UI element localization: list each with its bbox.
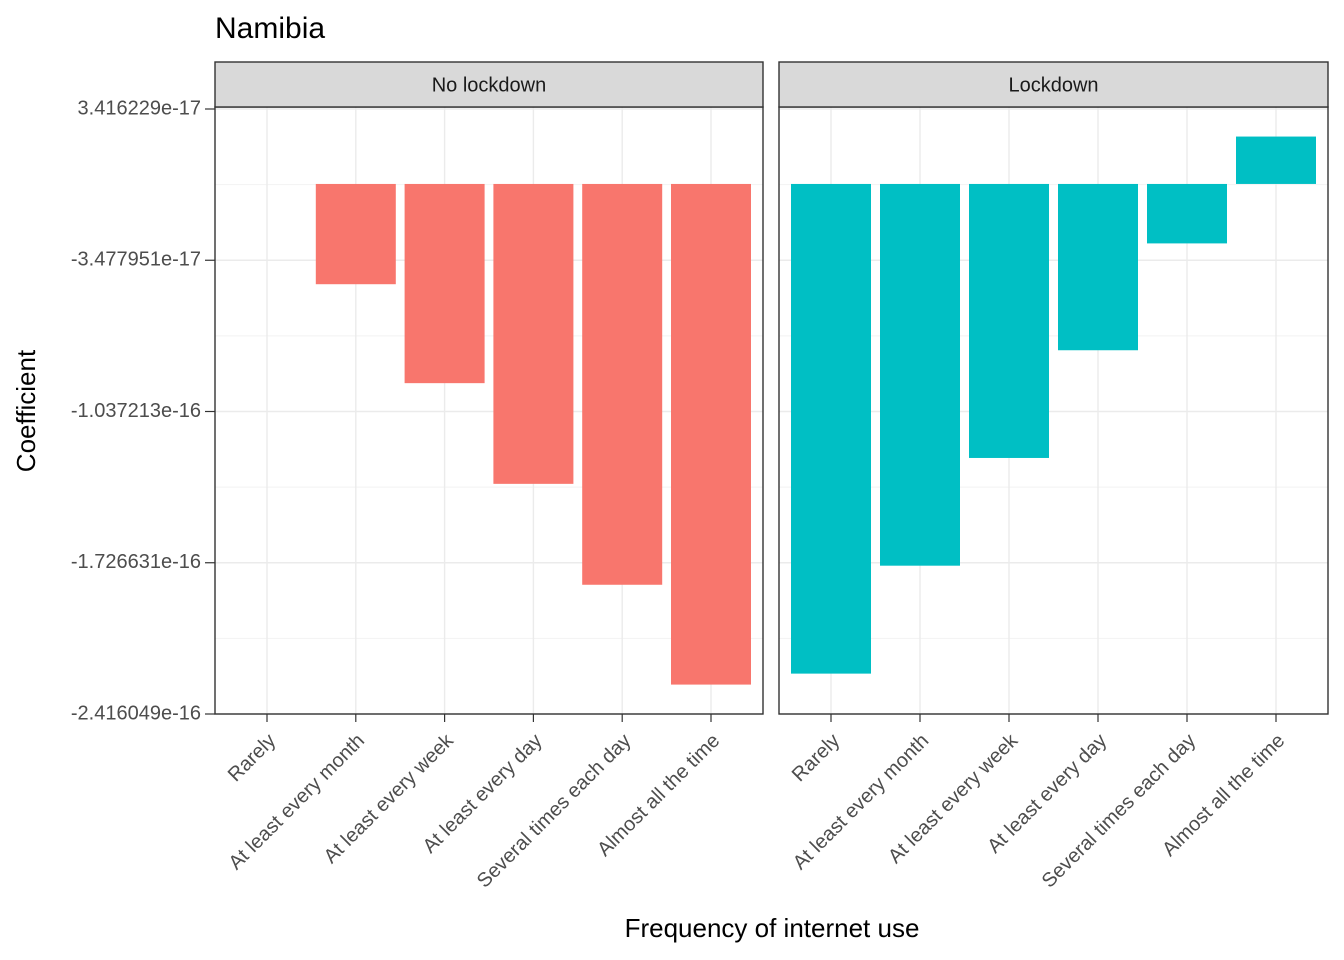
y-tick-label: -1.726631e-16	[71, 551, 201, 573]
y-tick-label: -2.416049e-16	[71, 702, 201, 724]
y-tick-label: -1.037213e-16	[71, 400, 201, 422]
strip-label: No lockdown	[432, 74, 547, 96]
y-axis-title: Coefficient	[11, 349, 41, 472]
chart-title: Namibia	[215, 12, 325, 45]
bar	[1058, 183, 1138, 351]
strip	[778, 61, 1329, 108]
bar	[969, 183, 1049, 458]
bar	[404, 183, 485, 384]
bar	[1236, 136, 1316, 184]
bar	[880, 183, 960, 566]
y-tick-label: -3.477951e-17	[71, 249, 201, 271]
bar	[671, 183, 751, 685]
y-tick-label: 3.416229e-17	[78, 97, 201, 119]
bar	[315, 183, 396, 285]
x-axis-title: Frequency of internet use	[625, 913, 920, 943]
bar	[493, 183, 574, 484]
strip	[214, 61, 764, 108]
bar	[1147, 183, 1227, 244]
bar	[791, 183, 871, 674]
bar	[582, 183, 663, 585]
strip-label: Lockdown	[1008, 74, 1098, 96]
